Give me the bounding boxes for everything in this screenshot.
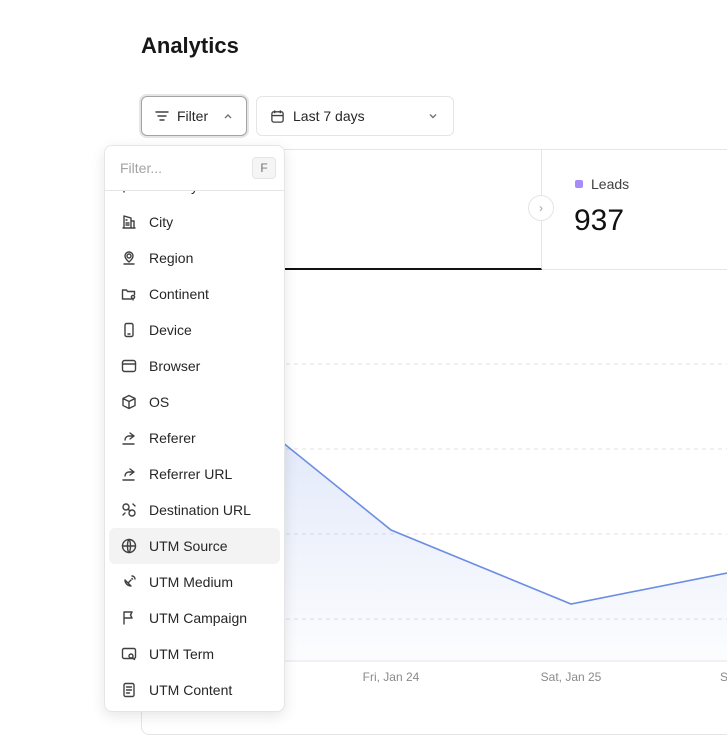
stat-tabs: Leads 937 [142,150,727,270]
filter-option-label: OS [149,394,170,410]
filter-option-label: Referer [149,430,196,446]
leads-value: 937 [574,204,625,237]
x-tick-label: Sat, Jan 25 [540,670,602,684]
globe-icon [121,538,137,554]
chevron-down-icon [429,114,437,119]
area-fill [230,400,727,661]
filter-option-utm-campaign[interactable]: UTM Campaign [109,600,280,636]
filter-option-utm-content[interactable]: UTM Content [109,672,280,708]
filter-option-label: Referrer URL [149,466,233,482]
calendar-icon [271,109,284,123]
filter-option-label: Continent [149,286,209,302]
series-line [229,399,727,605]
filter-option-label: UTM Campaign [149,610,248,626]
filter-dropdown: F CountryCityRegionContinentDeviceBrowse… [104,145,285,712]
search-icon [121,647,137,661]
page-title: Analytics [141,33,239,58]
link-icon [122,503,136,517]
filter-option-utm-source[interactable]: UTM Source [109,528,280,564]
filter-option-label: City [149,214,174,230]
filter-option-label: Destination URL [149,502,251,518]
map-pin-icon [123,251,135,265]
filter-option-destination-url[interactable]: Destination URL [109,492,280,528]
shortcut-badge: F [252,157,276,179]
filter-option-referer[interactable]: Referer [109,420,280,456]
filter-option-label: UTM Source [149,538,228,554]
filter-option-browser[interactable]: Browser [109,348,280,384]
filter-option-label: UTM Term [149,646,215,662]
chevron-right-icon: › [539,201,543,215]
filter-option-label: Region [149,250,194,266]
filter-option-label: Browser [149,358,201,374]
filter-lines-icon [155,111,169,121]
filter-option-referrer-url[interactable]: Referrer URL [109,456,280,492]
date-range-label: Last 7 days [293,108,365,124]
filter-option-label: UTM Medium [149,574,234,590]
map-icon [121,289,136,301]
browser-icon [121,359,137,373]
next-chevron-button[interactable]: › [528,195,554,221]
cube-icon [122,394,136,410]
share-icon [122,432,135,445]
filter-option-utm-medium[interactable]: UTM Medium [109,564,280,600]
filter-option-device[interactable]: Device [109,312,280,348]
filter-option-os[interactable]: OS [109,384,280,420]
filter-option-label: Device [149,322,192,338]
document-icon [123,682,135,698]
leads-color-dot [575,180,583,188]
mobile-icon [124,322,134,338]
flag-icon [123,611,133,625]
filter-button[interactable]: Filter [141,96,247,136]
share-icon [122,468,135,481]
filter-option-continent[interactable]: Continent [109,276,280,312]
building-icon [122,215,136,229]
filter-option-region[interactable]: Region [109,240,280,276]
tab-leads[interactable]: Leads 937 [542,150,727,270]
date-range-select[interactable]: Last 7 days [256,96,454,136]
filter-button-label: Filter [177,108,209,124]
x-tick-label: Fri, Jan 24 [362,670,420,684]
leads-label: Leads [591,176,630,192]
satellite-icon [124,575,136,587]
x-tick-label: S [720,670,727,684]
filter-search-input[interactable] [120,160,240,176]
filter-option-utm-term[interactable]: UTM Term [109,636,280,672]
chevron-up-icon [224,114,232,119]
filter-option-city[interactable]: City [109,204,280,240]
filter-option-label: UTM Content [149,682,233,698]
